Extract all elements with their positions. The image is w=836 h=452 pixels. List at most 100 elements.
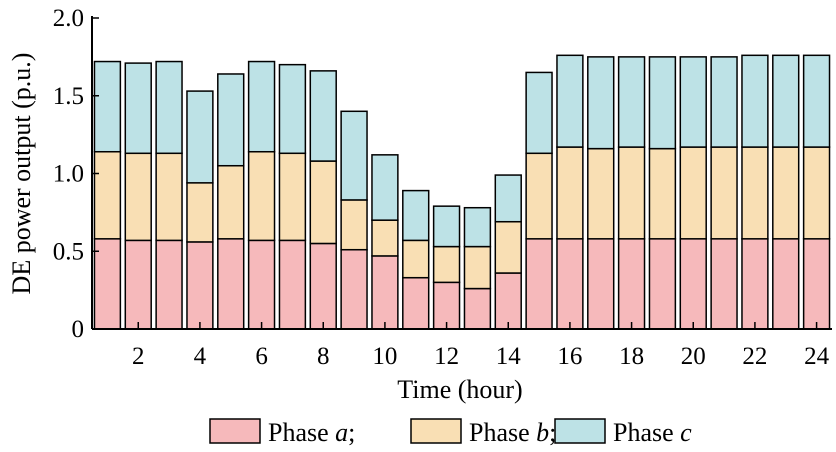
bar-phase-b-hour-20 [679,146,707,240]
bar-phase-b-hour-8 [309,160,337,245]
bar-phase-b-hour-12 [432,245,461,284]
bar-phase-b-hour-16 [556,146,584,240]
bar-phase-c-hour-12 [432,205,461,248]
bar-phase-c-hour-5 [217,73,245,167]
bar-phase-b-hour-1 [93,150,122,240]
bar-phase-a-hour-11 [402,276,430,330]
bar-phase-b-hour-21 [710,146,738,240]
x-tick-label: 22 [742,343,767,370]
bar-phase-c-hour-4 [186,90,214,184]
bar-phase-b-hour-11 [402,239,430,279]
bar-phase-a-hour-21 [710,238,738,330]
y-tick-label: 2.0 [53,5,84,32]
bar-phase-c-hour-13 [463,206,492,248]
x-tick-label: 14 [496,343,522,370]
bar-phase-a-hour-2 [124,239,152,330]
legend: Phase a; Phase b; Phase c [209,418,692,447]
bar-phase-b-hour-2 [124,152,152,242]
x-tick-label: 6 [255,343,268,370]
bar-phase-b-hour-4 [186,182,214,243]
legend-swatch-phase-a [209,418,261,444]
ticks-layer: 00.51.01.52.02 4 6 8 10 12 14 16 18 20 22 24 [53,5,830,370]
bar-phase-b-hour-6 [247,150,276,242]
y-tick-label: 1.5 [53,83,84,110]
bar-phase-b-hour-18 [617,146,646,240]
bar-phase-a-hour-4 [186,241,214,330]
bar-phase-a-hour-23 [772,238,800,330]
legend-label-phase-b: Phase b; [469,418,556,447]
bar-phase-b-hour-23 [772,146,800,240]
bar-phase-b-hour-3 [155,152,183,242]
x-tick-label: 4 [194,343,207,370]
bar-phase-b-hour-19 [648,147,677,240]
y-tick-label: 0.5 [53,238,84,265]
bar-phase-b-hour-24 [802,146,831,240]
legend-swatch-phase-c [554,418,606,444]
bar-phase-c-hour-18 [617,56,646,148]
bar-phase-a-hour-14 [494,272,522,330]
bar-phase-c-hour-10 [371,154,399,221]
bar-phase-c-hour-1 [93,60,122,153]
bar-phase-c-hour-22 [741,54,769,148]
bar-phase-a-hour-22 [741,238,769,330]
x-tick-label: 10 [372,343,397,370]
y-axis-label: DE power output (p.u.) [7,53,36,295]
bar-phase-c-hour-9 [340,110,368,201]
bar-phase-c-hour-3 [155,60,183,155]
bar-phase-c-hour-19 [648,56,677,150]
bar-phase-c-hour-21 [710,56,738,148]
x-tick-label: 18 [619,343,644,370]
bar-phase-c-hour-23 [772,54,800,148]
bar-phase-c-hour-16 [556,54,584,148]
legend-label-phase-c: Phase c [613,418,692,447]
bar-phase-b-hour-5 [217,164,245,240]
bar-phase-a-hour-10 [371,255,399,330]
bar-phase-b-hour-17 [587,147,615,240]
bar-phase-a-hour-18 [617,238,646,330]
bar-phase-c-hour-20 [679,56,707,148]
bar-phase-a-hour-9 [340,248,368,330]
bar-phase-c-hour-2 [124,62,152,155]
x-tick-label: 2 [132,343,145,370]
x-tick-label: 16 [557,343,582,370]
bar-phase-a-hour-19 [648,238,677,330]
bar-phase-c-hour-17 [587,56,615,150]
bar-phase-a-hour-7 [278,239,307,330]
bar-phase-c-hour-11 [402,189,430,242]
bar-phase-a-hour-17 [587,238,615,330]
x-tick-label: 24 [804,343,830,370]
bar-phase-c-hour-14 [494,174,522,223]
bar-phase-c-hour-15 [525,71,553,155]
x-axis-label: Time (hour) [397,375,522,404]
bar-phase-a-hour-16 [556,238,584,330]
bar-phase-a-hour-24 [802,238,831,330]
bars-layer [93,54,831,330]
legend-label-phase-a: Phase a; [268,418,355,447]
axes-layer [91,16,832,330]
x-tick-label: 8 [317,343,330,370]
bar-phase-a-hour-8 [309,242,337,330]
bar-phase-b-hour-22 [741,146,769,240]
bar-phase-a-hour-13 [463,287,492,330]
y-tick-label: 0 [72,316,85,343]
bar-phase-b-hour-9 [340,199,368,251]
bar-phase-c-hour-6 [247,60,276,153]
bar-phase-b-hour-14 [494,220,522,274]
bar-phase-c-hour-8 [309,70,337,162]
bar-phase-a-hour-15 [525,238,553,330]
bar-phase-b-hour-13 [463,245,492,290]
bar-phase-b-hour-10 [371,219,399,257]
y-tick-label: 1.0 [53,161,84,188]
bar-phase-c-hour-24 [802,54,831,148]
bar-phase-a-hour-3 [155,239,183,330]
bar-phase-a-hour-1 [93,238,122,330]
x-tick-label: 12 [434,343,459,370]
bar-phase-a-hour-6 [247,239,276,330]
bar-phase-b-hour-15 [525,152,553,240]
bar-phase-c-hour-7 [278,63,307,155]
bar-phase-b-hour-7 [278,152,307,242]
x-tick-label: 20 [681,343,706,370]
bar-phase-a-hour-5 [217,238,245,330]
bar-phase-a-hour-20 [679,238,707,330]
